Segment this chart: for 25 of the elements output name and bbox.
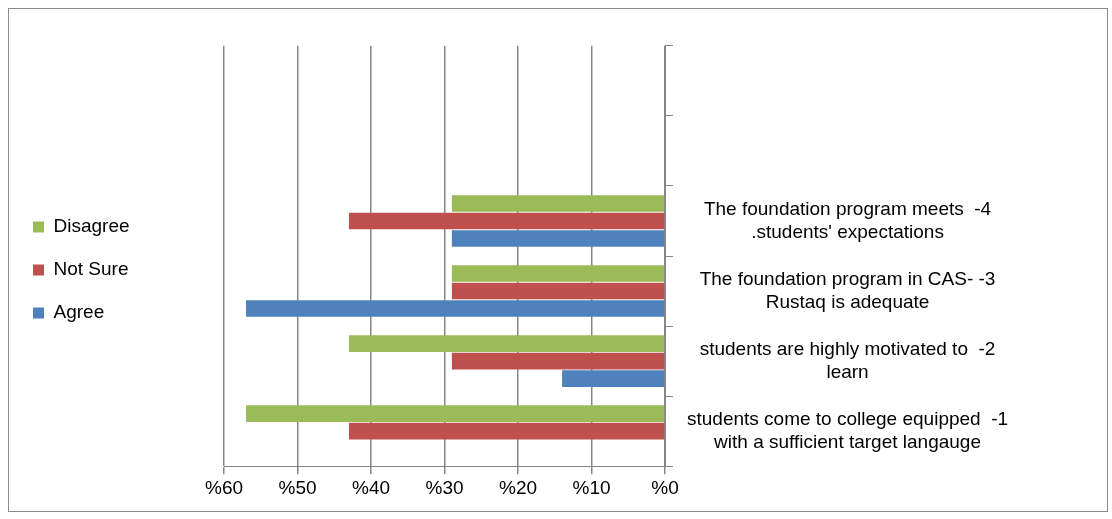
bar [562, 370, 665, 387]
bar [451, 195, 665, 212]
x-tick-label: %0 [651, 476, 679, 498]
bar [451, 230, 665, 247]
x-tick-label: %60 [204, 476, 244, 498]
bar [246, 300, 665, 317]
legend-label: Disagree [53, 215, 130, 237]
y-tick-label: students are highly motivated to -2 learn [699, 337, 996, 382]
y-tick-label: The foundation program in CAS- -3 Rustaq is adequate [699, 267, 996, 312]
bar [451, 352, 665, 370]
legend-label: Agree [53, 301, 105, 323]
x-tick-label: %30 [425, 476, 464, 498]
bar [246, 405, 665, 422]
x-tick-label: %50 [278, 476, 317, 498]
x-tick-label: %20 [498, 476, 538, 498]
bar [348, 212, 665, 230]
legend-label: Not Sure [53, 258, 129, 280]
bar [348, 422, 665, 440]
bar [451, 265, 665, 282]
bar [348, 335, 665, 352]
y-tick-label: The foundation program meets -4 .students' expectations [703, 197, 992, 242]
x-tick-label: %40 [351, 476, 391, 498]
bar [451, 282, 665, 300]
y-tick-label: students come to college equipped -1 with a sufficient target langauge [686, 408, 1009, 452]
x-tick-label: %10 [572, 476, 611, 498]
